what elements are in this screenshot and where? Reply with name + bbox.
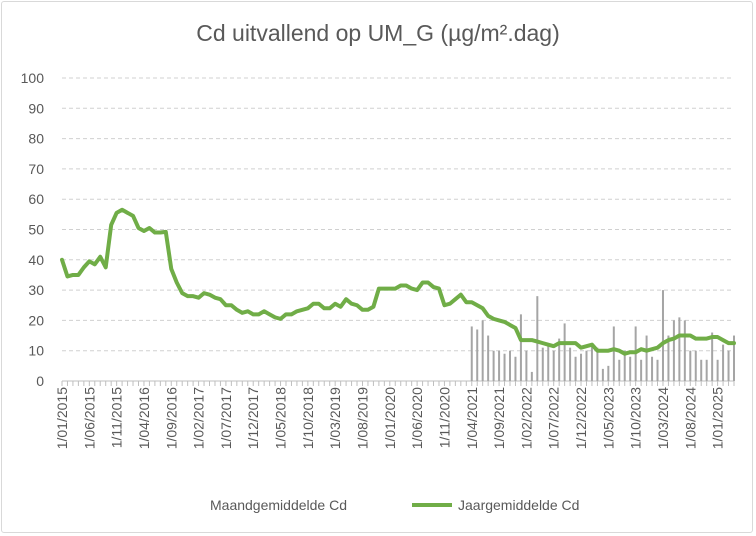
y-tick-label: 70 (28, 161, 44, 177)
y-tick-label: 20 (28, 312, 44, 328)
bar (519, 314, 522, 381)
bar (563, 323, 566, 381)
legend-swatch-line (412, 503, 452, 507)
bar (574, 356, 577, 381)
x-tick-label: 1/02/2022 (518, 387, 534, 449)
bar (645, 335, 648, 381)
bar (503, 353, 506, 381)
bar (716, 359, 719, 381)
bar (733, 335, 735, 381)
x-tick-label: 1/11/2020 (436, 387, 452, 448)
x-tick-label: 1/08/2024 (682, 387, 698, 449)
bar (683, 320, 686, 381)
bar (700, 359, 703, 381)
x-tick-label: 1/10/2018 (300, 387, 316, 449)
bar (727, 350, 730, 381)
bar (722, 344, 725, 381)
y-tick-label: 40 (28, 252, 44, 268)
bar (667, 335, 670, 381)
bar (596, 347, 599, 381)
legend-label-line: Jaargemiddelde Cd (458, 497, 580, 513)
x-tick-label: 1/05/2018 (273, 387, 289, 449)
bar (601, 368, 604, 381)
y-tick-label: 60 (28, 191, 44, 207)
bar (689, 350, 692, 381)
bar (623, 350, 626, 381)
x-tick-label: 1/07/2022 (546, 387, 562, 449)
chart-title: Cd uitvallend op UM_G (µg/m².dag) (196, 20, 560, 46)
x-tick-label: 1/06/2015 (81, 387, 97, 449)
legend-item-line: Jaargemiddelde Cd (412, 497, 579, 513)
x-tick-label: 1/05/2023 (600, 387, 616, 449)
y-tick-label: 0 (36, 373, 44, 389)
bar (492, 350, 495, 381)
bar (536, 296, 539, 381)
x-tick-label: 1/01/2020 (382, 387, 398, 449)
x-tick-label: 1/06/2020 (409, 387, 425, 449)
y-tick-label: 90 (28, 100, 44, 116)
bar (678, 317, 681, 381)
x-tick-label: 1/12/2022 (573, 387, 589, 449)
bar (629, 356, 632, 381)
chart-legend: Maandgemiddelde Cd Jaargemiddelde Cd (0, 497, 756, 517)
bar (656, 359, 659, 381)
bar (476, 329, 479, 381)
bar (651, 356, 654, 381)
x-tick-label: 1/10/2023 (628, 387, 644, 449)
bar (585, 350, 588, 381)
x-tick-label: 1/04/2021 (464, 387, 480, 449)
bar (705, 359, 708, 381)
y-tick-label: 80 (28, 131, 44, 147)
x-tick-label: 1/02/2017 (191, 387, 207, 449)
bar (487, 335, 490, 381)
bar (612, 326, 615, 381)
legend-label-bars: Maandgemiddelde Cd (210, 497, 347, 513)
bar (618, 359, 621, 381)
legend-item-bars: Maandgemiddelde Cd (210, 497, 347, 513)
x-tick-label: 1/09/2021 (491, 387, 507, 449)
bar (552, 350, 555, 381)
bar (470, 326, 473, 381)
y-tick-label: 30 (28, 282, 44, 298)
x-tick-label: 1/08/2019 (354, 387, 370, 449)
y-tick-label: 10 (28, 343, 44, 359)
bar (481, 320, 484, 381)
bar (498, 350, 501, 381)
bar (672, 320, 675, 381)
bar (640, 359, 643, 381)
bar (661, 290, 664, 381)
bar (530, 371, 533, 381)
bar (525, 350, 528, 381)
bar (607, 365, 610, 381)
x-tick-label: 1/09/2016 (163, 387, 179, 449)
bar (514, 356, 517, 381)
x-tick-label: 1/03/2019 (327, 387, 343, 449)
x-tick-label: 1/12/2017 (245, 387, 261, 449)
y-tick-label: 100 (21, 70, 45, 86)
x-tick-label: 1/11/2015 (109, 387, 125, 448)
bar (590, 344, 593, 381)
bar (509, 350, 511, 381)
bar (711, 332, 714, 381)
y-tick-label: 50 (28, 222, 44, 238)
bar (547, 344, 550, 381)
bar (541, 347, 544, 381)
bar (558, 338, 561, 381)
x-tick-label: 1/04/2016 (136, 387, 152, 449)
x-tick-label: 1/01/2015 (54, 387, 70, 449)
bar (569, 347, 572, 381)
bar (694, 350, 697, 381)
x-tick-label: 1/03/2024 (655, 387, 671, 449)
bar (580, 353, 583, 381)
x-tick-label: 1/07/2017 (218, 387, 234, 449)
x-tick-label: 1/01/2025 (710, 387, 726, 449)
series-line-jaargemiddelde (60, 207, 736, 356)
